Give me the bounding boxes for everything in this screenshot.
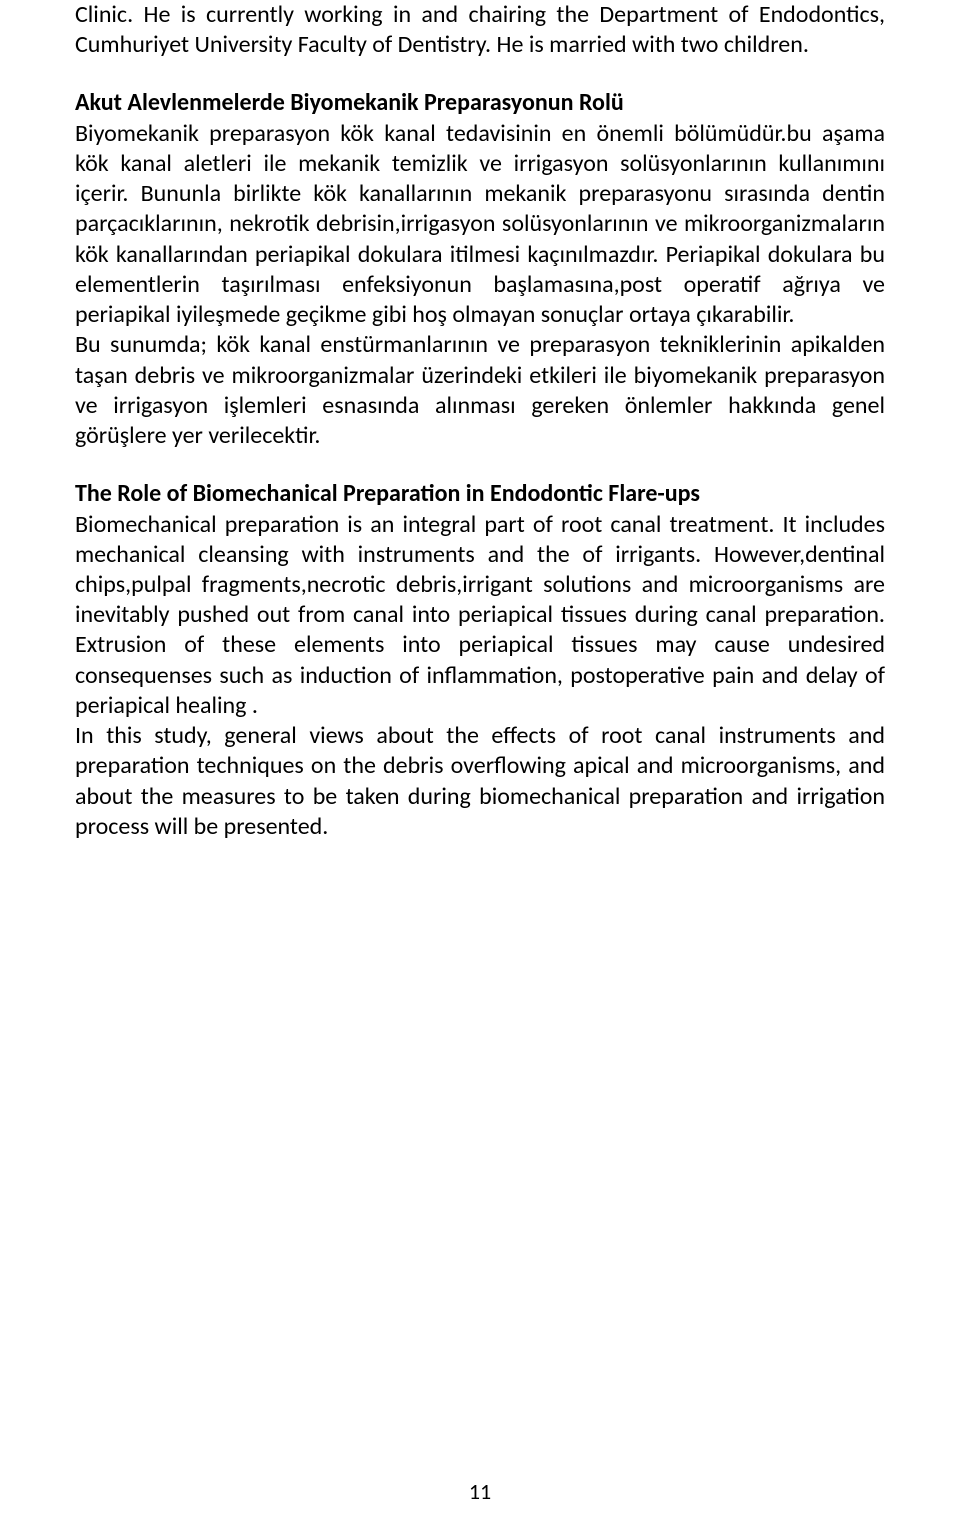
paragraph-intro-fragment: Clinic. He is currently working in and c… [75, 0, 885, 60]
document-page: Clinic. He is currently working in and c… [0, 0, 960, 1537]
paragraph-english-block: The Role of Biomechanical Preparation in… [75, 479, 885, 842]
section-body-english-1: Biomechanical preparation is an integral… [75, 510, 885, 720]
page-number: 11 [0, 1478, 960, 1505]
section-heading-turkish: Akut Alevlenmelerde Biyomekanik Preparas… [75, 88, 624, 117]
paragraph-turkish-block: Akut Alevlenmelerde Biyomekanik Preparas… [75, 88, 885, 451]
section-body-turkish-1: Biyomekanik preparasyon kök kanal tedavi… [75, 119, 885, 329]
section-heading-english: The Role of Biomechanical Preparation in… [75, 479, 700, 508]
section-body-english-2: In this study, general views about the e… [75, 721, 885, 841]
section-body-turkish-2: Bu sunumda; kök kanal enstürmanlarının v… [75, 330, 885, 450]
